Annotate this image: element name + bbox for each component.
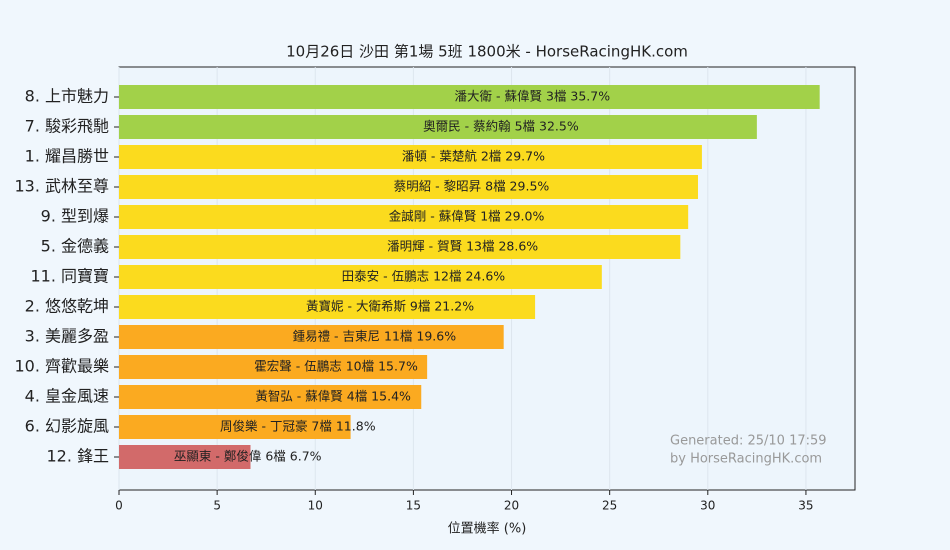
bar-label: 黃智弘 - 蘇偉賢 4檔 15.4% [255,389,411,404]
bar [119,85,820,109]
bar [119,385,422,409]
y-tick-label: 3. 美麗多盈 [25,327,109,346]
y-tick-label: 12. 鋒王 [46,447,109,466]
bar [119,325,504,349]
x-tick-label: 10 [308,499,323,513]
bar-label: 奧爾民 - 蔡約翰 5檔 32.5% [423,119,579,134]
bar-label: 田泰安 - 伍鵬志 12檔 24.6% [342,269,506,284]
bar-label: 黃寶妮 - 大衛希斯 9檔 21.2% [306,299,474,314]
chart-title: 10月26日 沙田 第1場 5班 1800米 - HorseRacingHK.c… [286,43,688,61]
bar [119,175,698,199]
x-tick-label: 30 [700,499,715,513]
y-tick-label: 2. 悠悠乾坤 [25,297,109,316]
bar [119,235,681,259]
bar [119,415,351,439]
bar-label: 蔡明紹 - 黎昭昇 8檔 29.5% [394,179,550,194]
bar [119,445,251,469]
bar [119,115,757,139]
annotation: Generated: 25/10 17:59 [670,434,827,449]
x-tick-label: 15 [406,499,421,513]
y-tick-label: 7. 駿彩飛馳 [25,117,109,136]
y-tick-label: 4. 皇金風速 [25,387,109,406]
y-tick-label: 13. 武林至尊 [14,177,109,196]
x-tick-label: 20 [504,499,519,513]
y-tick-label: 9. 型到爆 [41,207,109,226]
y-tick-label: 8. 上市魅力 [25,87,109,106]
bar-label: 金誠剛 - 蘇偉賢 1檔 29.0% [389,209,545,224]
bar-label: 潘明輝 - 賀賢 13檔 28.6% [387,239,538,254]
annotation: by HorseRacingHK.com [670,452,822,467]
bar [119,355,428,379]
y-tick-label: 6. 幻影旋風 [25,417,109,436]
y-tick-label: 1. 耀昌勝世 [25,147,109,166]
bar [119,295,536,319]
x-tick-label: 0 [115,499,123,513]
bar-label: 潘大衛 - 蘇偉賢 3檔 35.7% [455,89,611,104]
y-tick-label: 11. 同寶寶 [30,267,109,286]
bar-label: 巫顯東 - 鄭俊偉 6檔 6.7% [174,449,322,464]
x-axis-label: 位置機率 (%) [448,521,527,537]
bar [119,145,702,169]
x-tick-label: 35 [798,499,813,513]
bar-label: 潘頓 - 葉楚航 2檔 29.7% [402,149,545,164]
bar-label: 霍宏聲 - 伍鵬志 10檔 15.7% [254,359,418,374]
bar-label: 周俊樂 - 丁冠豪 7檔 11.8% [220,419,376,434]
bar [119,265,602,289]
y-tick-label: 5. 金德義 [41,237,109,256]
bar-label: 鍾易禮 - 吉東尼 11檔 19.6% [293,329,457,344]
y-tick-label: 10. 齊歡最樂 [14,357,109,376]
x-tick-label: 25 [602,499,617,513]
bar [119,205,689,229]
x-tick-label: 5 [213,499,221,513]
